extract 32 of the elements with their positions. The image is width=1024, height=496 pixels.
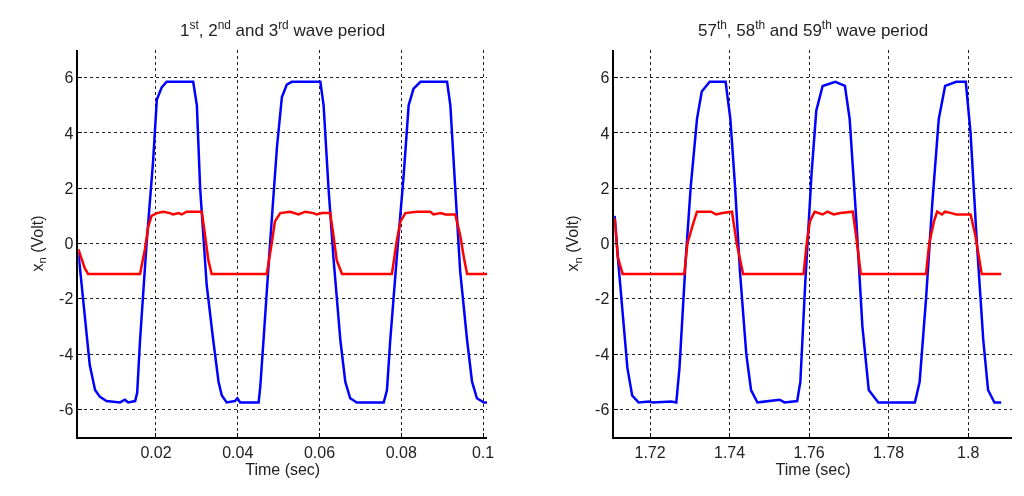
- chart-title: 1$^{st}$, 2$^{nd}$ and 3$^{rd}$ wave period: [180, 18, 386, 41]
- y-tick-label: -2: [595, 290, 610, 308]
- line-series: [614, 210, 1003, 276]
- line-series: [614, 80, 1003, 404]
- y-tick-label: -6: [595, 400, 610, 418]
- x-tick-label: 0.1: [471, 443, 495, 461]
- y-tick-label: 6: [64, 69, 74, 87]
- x-tick-label: 1.8: [957, 443, 980, 461]
- x-axis-title: Time (sec): [245, 461, 321, 479]
- y-tick-label: -2: [59, 290, 74, 308]
- y-tick-label: 2: [64, 179, 74, 197]
- line-series: [78, 80, 488, 404]
- y-tick-label: 4: [600, 124, 610, 142]
- y-tick-label: -4: [59, 345, 74, 363]
- y-tick-label: 0: [64, 235, 74, 253]
- x-tick-label: 0.08: [385, 443, 417, 461]
- y-tick-label: 0: [600, 235, 610, 253]
- y-tick-label: 6: [600, 69, 610, 87]
- x-tick-label: 0.06: [303, 443, 336, 461]
- y-tick-label: 2: [600, 179, 610, 197]
- x-tick-label: 0.04: [222, 443, 254, 461]
- x-tick-label: 1.76: [793, 443, 825, 461]
- x-tick-label: 1.78: [873, 443, 905, 461]
- x-tick-label: 0.02: [140, 443, 172, 461]
- chart-title: 57$^{th}$, 58$^{th}$ and 59$^{th}$ wave period: [698, 18, 929, 41]
- x-tick-label: 1.72: [634, 443, 666, 461]
- y-tick-label: -6: [59, 400, 74, 418]
- line-series: [78, 210, 488, 276]
- x-axis-title: Time (sec): [775, 461, 851, 479]
- y-tick-label: 4: [64, 124, 74, 142]
- x-tick-label: 1.74: [714, 443, 746, 461]
- y-tick-label: -4: [595, 345, 610, 363]
